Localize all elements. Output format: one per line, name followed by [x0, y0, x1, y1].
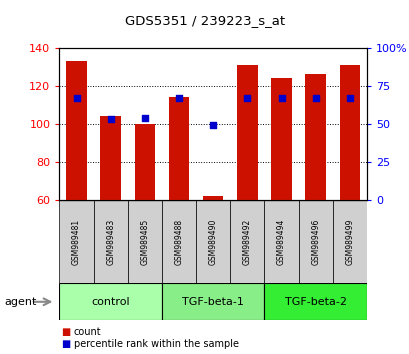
Point [346, 95, 352, 101]
Point [278, 95, 284, 101]
Point [312, 95, 318, 101]
Text: agent: agent [4, 297, 36, 307]
Point [107, 116, 114, 122]
Bar [339, 65, 359, 200]
Bar [298, 200, 332, 283]
Bar [134, 124, 155, 200]
Bar [196, 200, 230, 283]
Point [175, 95, 182, 101]
Bar [162, 283, 264, 320]
Bar [59, 200, 93, 283]
Text: GSM989488: GSM989488 [174, 218, 183, 265]
Text: percentile rank within the sample: percentile rank within the sample [74, 339, 238, 349]
Bar [59, 283, 162, 320]
Text: GSM989494: GSM989494 [276, 218, 285, 265]
Point [73, 95, 80, 101]
Text: GSM989492: GSM989492 [242, 218, 251, 265]
Text: ■: ■ [61, 327, 71, 337]
Text: GSM989499: GSM989499 [344, 218, 353, 265]
Bar [162, 200, 196, 283]
Text: ■: ■ [61, 339, 71, 349]
Point [141, 115, 148, 121]
Bar [264, 283, 366, 320]
Bar [332, 200, 366, 283]
Bar [93, 200, 128, 283]
Point [243, 95, 250, 101]
Bar [202, 196, 223, 200]
Bar [66, 61, 87, 200]
Text: GSM989496: GSM989496 [310, 218, 319, 265]
Text: control: control [91, 297, 130, 307]
Text: GSM989490: GSM989490 [208, 218, 217, 265]
Text: GSM989481: GSM989481 [72, 218, 81, 265]
Bar [271, 78, 291, 200]
Bar [169, 97, 189, 200]
Text: TGF-beta-2: TGF-beta-2 [284, 297, 346, 307]
Text: GSM989483: GSM989483 [106, 218, 115, 265]
Bar [100, 116, 121, 200]
Text: GDS5351 / 239223_s_at: GDS5351 / 239223_s_at [125, 14, 284, 27]
Text: GSM989485: GSM989485 [140, 218, 149, 265]
Text: TGF-beta-1: TGF-beta-1 [182, 297, 243, 307]
Bar [230, 200, 264, 283]
Point [209, 122, 216, 128]
Bar [264, 200, 298, 283]
Bar [128, 200, 162, 283]
Bar [236, 65, 257, 200]
Text: count: count [74, 327, 101, 337]
Bar [305, 74, 325, 200]
